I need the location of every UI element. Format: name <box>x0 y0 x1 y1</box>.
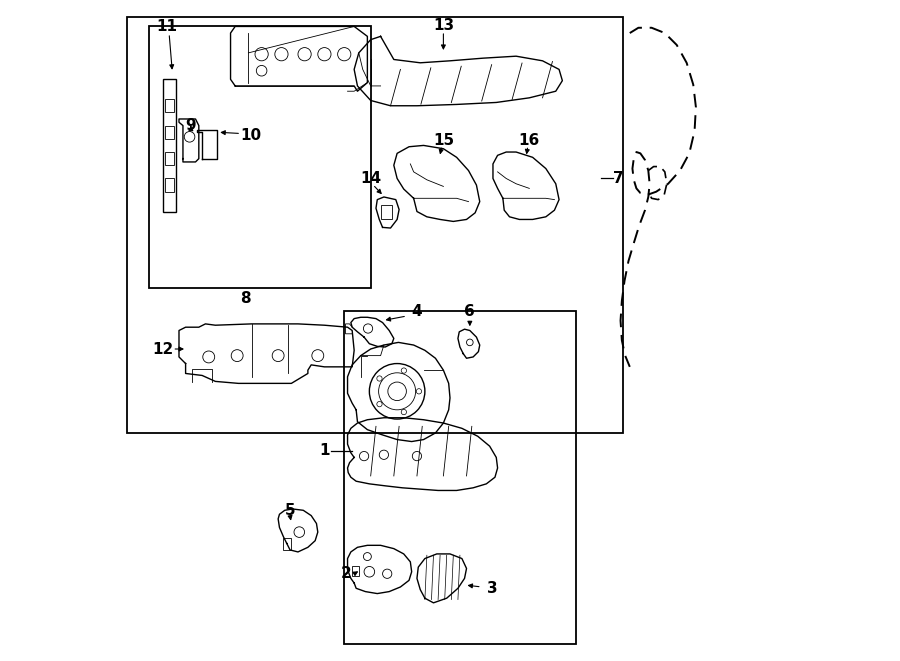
Text: 14: 14 <box>360 171 382 186</box>
Bar <box>149 26 371 288</box>
Bar <box>284 538 292 550</box>
Text: 13: 13 <box>433 18 454 32</box>
Text: 7: 7 <box>613 171 624 186</box>
Text: 2: 2 <box>341 566 352 581</box>
Text: 9: 9 <box>184 118 195 133</box>
Bar <box>165 126 174 139</box>
Text: 5: 5 <box>284 503 295 518</box>
Bar <box>165 178 174 192</box>
Bar <box>165 99 174 112</box>
Bar <box>352 566 359 576</box>
Text: 8: 8 <box>239 292 250 306</box>
Text: 15: 15 <box>433 133 454 147</box>
Text: 11: 11 <box>157 19 177 34</box>
Bar <box>163 79 176 212</box>
Bar <box>382 205 392 219</box>
Bar <box>165 152 174 165</box>
Bar <box>344 311 576 644</box>
Bar <box>128 17 623 433</box>
Text: 1: 1 <box>320 444 329 458</box>
Text: 12: 12 <box>152 342 173 356</box>
Text: 10: 10 <box>239 128 261 143</box>
Text: 16: 16 <box>518 133 540 147</box>
Text: 3: 3 <box>487 581 498 596</box>
Text: 6: 6 <box>464 305 475 319</box>
Text: 4: 4 <box>411 305 422 319</box>
